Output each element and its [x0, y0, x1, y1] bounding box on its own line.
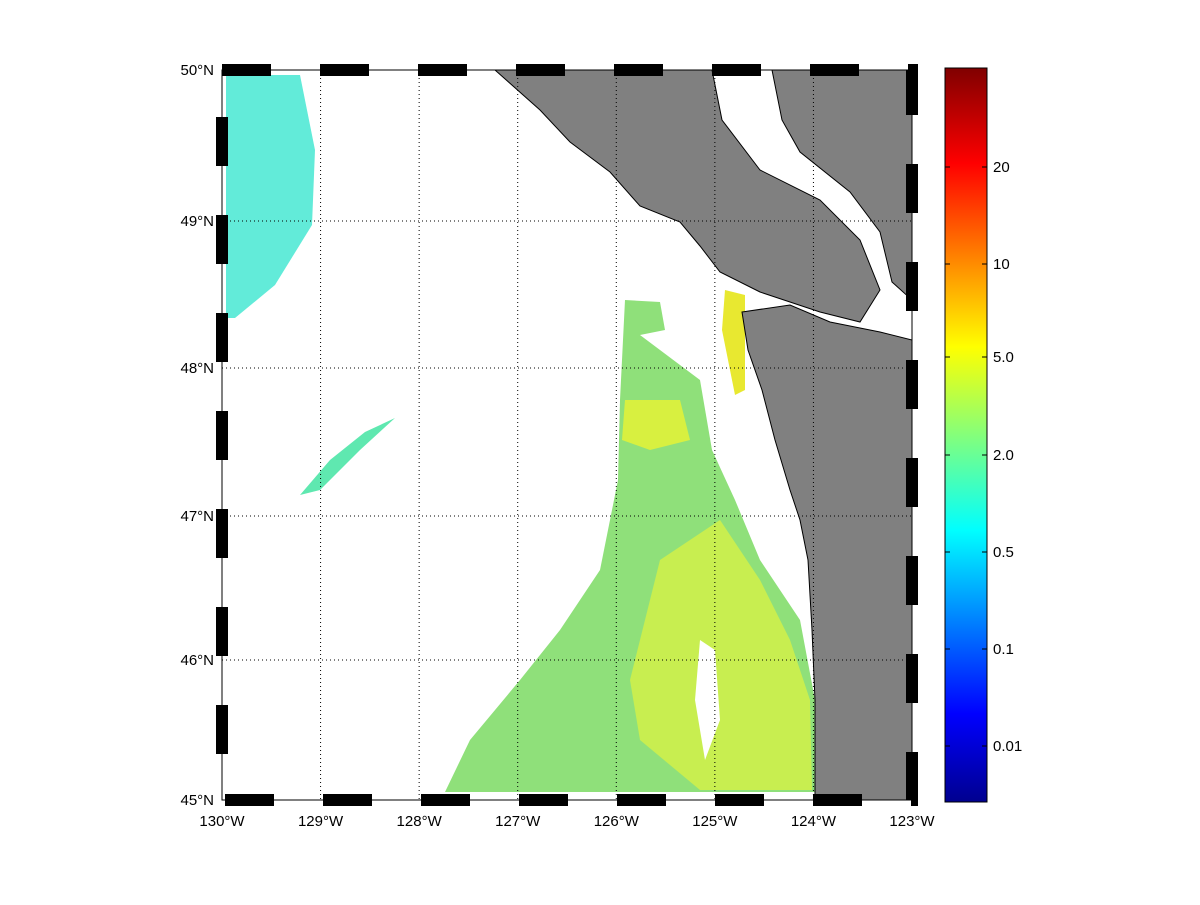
data-layer: [226, 75, 815, 792]
colorbar-label: 0.1: [993, 641, 1014, 658]
colorbar: [944, 67, 988, 803]
colorbar-label: 10: [993, 256, 1010, 273]
lon-label: 127°W: [495, 813, 541, 830]
gap: [695, 640, 720, 760]
lon-label: 125°W: [692, 813, 738, 830]
colorbar-label: 0.01: [993, 738, 1022, 755]
lon-label: 129°W: [298, 813, 344, 830]
colorbar-label: 0.5: [993, 544, 1014, 561]
lon-label: 128°W: [397, 813, 443, 830]
lon-label: 126°W: [594, 813, 640, 830]
lat-label: 50°N: [180, 62, 214, 79]
washington-oregon: [741, 304, 912, 800]
map-border: [221, 69, 913, 801]
colorbar-label: 20: [993, 159, 1010, 176]
lon-label: 130°W: [199, 813, 245, 830]
lat-label: 45°N: [180, 792, 214, 809]
lat-label: 46°N: [180, 652, 214, 669]
yellow-patch: [622, 400, 690, 450]
colorbar-label: 2.0: [993, 447, 1014, 464]
yellow-patch: [722, 290, 745, 395]
yellow-patch: [630, 520, 812, 790]
lat-label: 48°N: [180, 360, 214, 377]
lat-label: 47°N: [180, 508, 214, 525]
lon-label: 123°W: [889, 813, 935, 830]
lat-label: 49°N: [180, 213, 214, 230]
graticule: [222, 70, 912, 800]
mainland-bc: [771, 70, 912, 301]
lon-label: 124°W: [791, 813, 837, 830]
vancouver-island: [494, 70, 881, 323]
colorbar-label: 5.0: [993, 349, 1014, 366]
cyan-patch: [226, 75, 315, 318]
green-streak: [300, 418, 395, 495]
land: [494, 70, 912, 800]
